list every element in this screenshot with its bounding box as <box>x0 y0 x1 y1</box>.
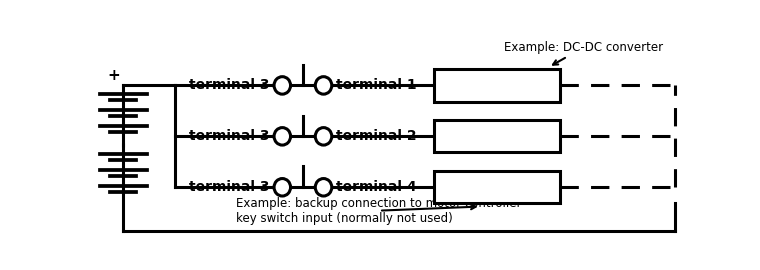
Text: terminal 2: terminal 2 <box>337 129 417 143</box>
Text: Example: backup connection to motor controller
key switch input (normally not us: Example: backup connection to motor cont… <box>236 197 522 225</box>
Ellipse shape <box>315 128 332 145</box>
Text: Emergency: Emergency <box>461 181 532 194</box>
Text: Motor Controller: Motor Controller <box>446 130 548 143</box>
Text: +: + <box>108 68 120 83</box>
Text: terminal 3: terminal 3 <box>188 180 269 194</box>
Text: terminal 3: terminal 3 <box>188 78 269 92</box>
Text: terminal 1: terminal 1 <box>337 78 417 92</box>
Ellipse shape <box>315 178 332 196</box>
Text: Accessories: Accessories <box>461 79 534 92</box>
Ellipse shape <box>274 128 290 145</box>
Text: terminal 3: terminal 3 <box>188 129 269 143</box>
Bar <box>434 171 560 203</box>
Text: terminal 4: terminal 4 <box>337 180 417 194</box>
Ellipse shape <box>274 77 290 94</box>
Ellipse shape <box>315 77 332 94</box>
Ellipse shape <box>274 178 290 196</box>
Bar <box>434 69 560 102</box>
Text: Example: DC-DC converter: Example: DC-DC converter <box>505 41 663 65</box>
Bar <box>434 120 560 153</box>
